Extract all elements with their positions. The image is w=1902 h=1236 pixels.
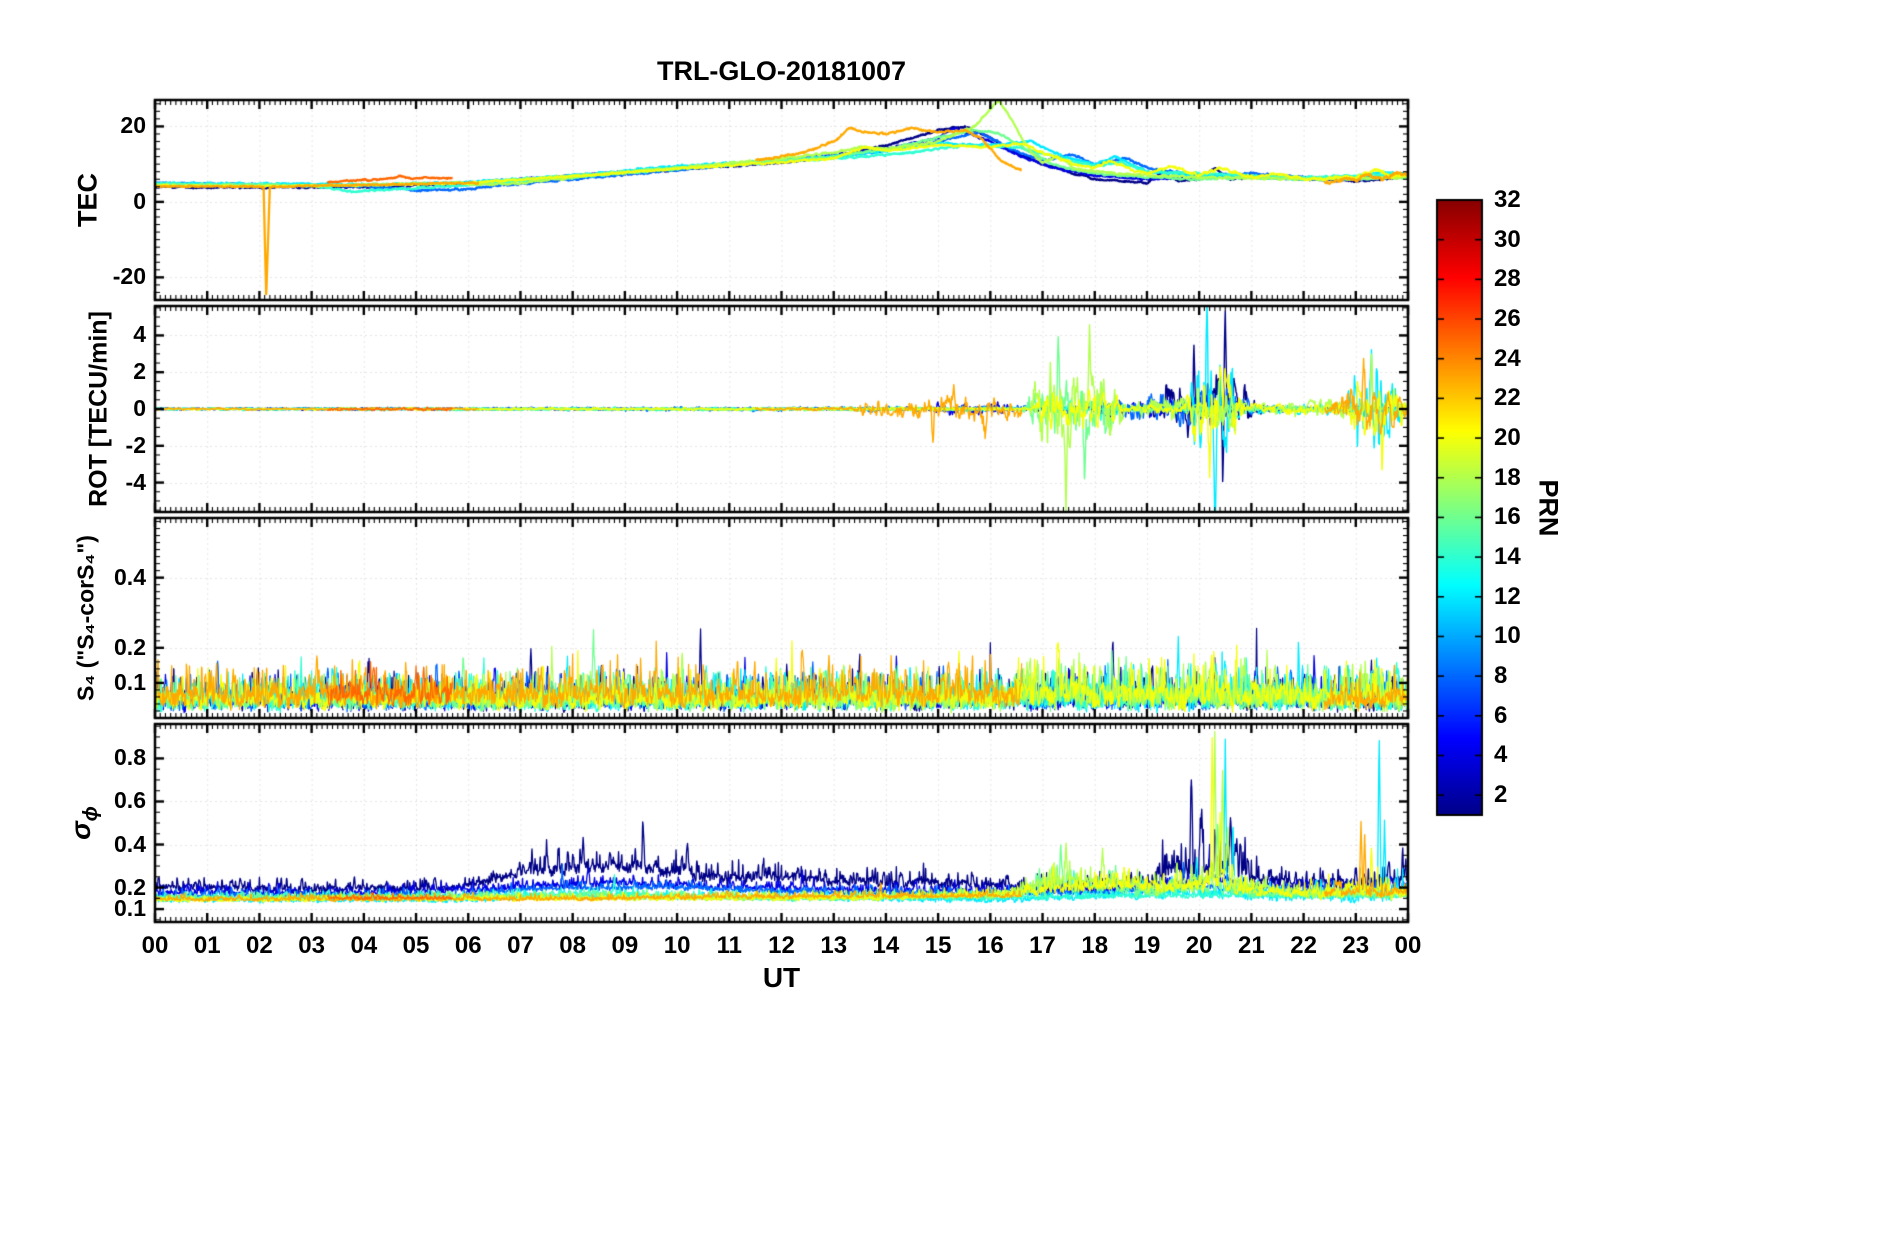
x-tick-label: 20 bbox=[1185, 932, 1213, 959]
y-tick-label: 0.6 bbox=[114, 787, 146, 814]
colorbar-tick-label: 28 bbox=[1494, 265, 1521, 293]
y-tick-label: 0.1 bbox=[114, 895, 146, 922]
x-tick-label: 11 bbox=[716, 932, 742, 959]
colorbar-tick-label: 24 bbox=[1494, 344, 1521, 372]
colorbar-tick-label: 14 bbox=[1494, 543, 1521, 571]
y-tick-label: -2 bbox=[125, 431, 146, 458]
x-axis-label: UT bbox=[762, 962, 801, 993]
x-tick-label: 08 bbox=[559, 932, 586, 959]
y-tick-label: 0 bbox=[133, 395, 146, 421]
x-tick-label: 09 bbox=[611, 932, 639, 959]
x-tick-label: 12 bbox=[768, 932, 795, 959]
y-tick-label: 0.2 bbox=[114, 633, 146, 660]
x-tick-label: 14 bbox=[872, 932, 900, 959]
y-axis-label-tec: TEC bbox=[72, 173, 103, 227]
x-tick-label: 17 bbox=[1029, 932, 1056, 959]
x-tick-label: 05 bbox=[402, 932, 430, 959]
colorbar-tick-label: 16 bbox=[1494, 503, 1521, 531]
colorbar-tick-label: 10 bbox=[1494, 622, 1521, 650]
colorbar-tick-label: 12 bbox=[1494, 582, 1521, 610]
x-tick-label: 03 bbox=[298, 932, 325, 959]
x-tick-label: 06 bbox=[454, 932, 482, 959]
x-tick-label: 01 bbox=[193, 932, 221, 959]
y-axis-label-s4: S₄ ("S₄-corS₄") bbox=[72, 535, 99, 701]
y-tick-label: 0.1 bbox=[114, 668, 146, 695]
y-tick-label: 0.2 bbox=[114, 873, 146, 900]
x-tick-label: 00 bbox=[141, 932, 169, 959]
x-tick-label: 04 bbox=[350, 932, 378, 959]
y-tick-label: 0.4 bbox=[114, 830, 146, 857]
y-axis-label-rot: ROT [TECU/min] bbox=[84, 311, 113, 507]
y-tick-label: 0.8 bbox=[114, 744, 146, 771]
colorbar-tick-label: 26 bbox=[1494, 305, 1521, 333]
x-tick-label: 00 bbox=[1394, 932, 1422, 959]
chart-title: TRL-GLO-20181007 bbox=[656, 56, 907, 86]
sigma-symbol: σ bbox=[64, 821, 96, 840]
y-tick-label: 4 bbox=[133, 321, 146, 348]
x-tick-label: 15 bbox=[924, 932, 952, 959]
x-tick-label: 23 bbox=[1342, 932, 1370, 959]
y-tick-label: -4 bbox=[125, 468, 146, 495]
colorbar-tick-label: 8 bbox=[1494, 662, 1508, 690]
colorbar-tick-label: 2 bbox=[1494, 781, 1508, 809]
phi-subscript: ϕ bbox=[80, 806, 103, 822]
x-tick-label: 16 bbox=[976, 932, 1004, 959]
colorbar-tick-label: 20 bbox=[1494, 424, 1521, 452]
x-tick-label: 22 bbox=[1290, 932, 1317, 959]
y-tick-label: 20 bbox=[120, 112, 146, 139]
x-tick-label: 19 bbox=[1133, 932, 1161, 959]
y-tick-label: 0.4 bbox=[114, 563, 146, 590]
y-axis-label-sig: σϕ bbox=[65, 806, 103, 840]
colorbar-tick-label: 4 bbox=[1494, 741, 1508, 769]
x-tick-label: 10 bbox=[663, 932, 691, 959]
y-tick-label: 2 bbox=[133, 358, 146, 385]
colorbar-label: PRN bbox=[1533, 478, 1564, 537]
x-tick-label: 13 bbox=[820, 932, 848, 959]
colorbar-tick-label: 32 bbox=[1494, 186, 1521, 213]
x-tick-label: 21 bbox=[1238, 932, 1265, 959]
colorbar-tick-label: 18 bbox=[1494, 463, 1521, 491]
y-tick-label: -20 bbox=[112, 263, 146, 290]
colorbar-tick-label: 30 bbox=[1494, 225, 1521, 253]
colorbar-tick-label: 22 bbox=[1494, 384, 1521, 412]
x-tick-label: 18 bbox=[1081, 932, 1109, 959]
x-tick-label: 07 bbox=[507, 932, 534, 959]
y-tick-label: 0 bbox=[133, 187, 146, 214]
colorbar-tick-label: 6 bbox=[1494, 701, 1508, 729]
x-tick-label: 02 bbox=[246, 932, 273, 959]
